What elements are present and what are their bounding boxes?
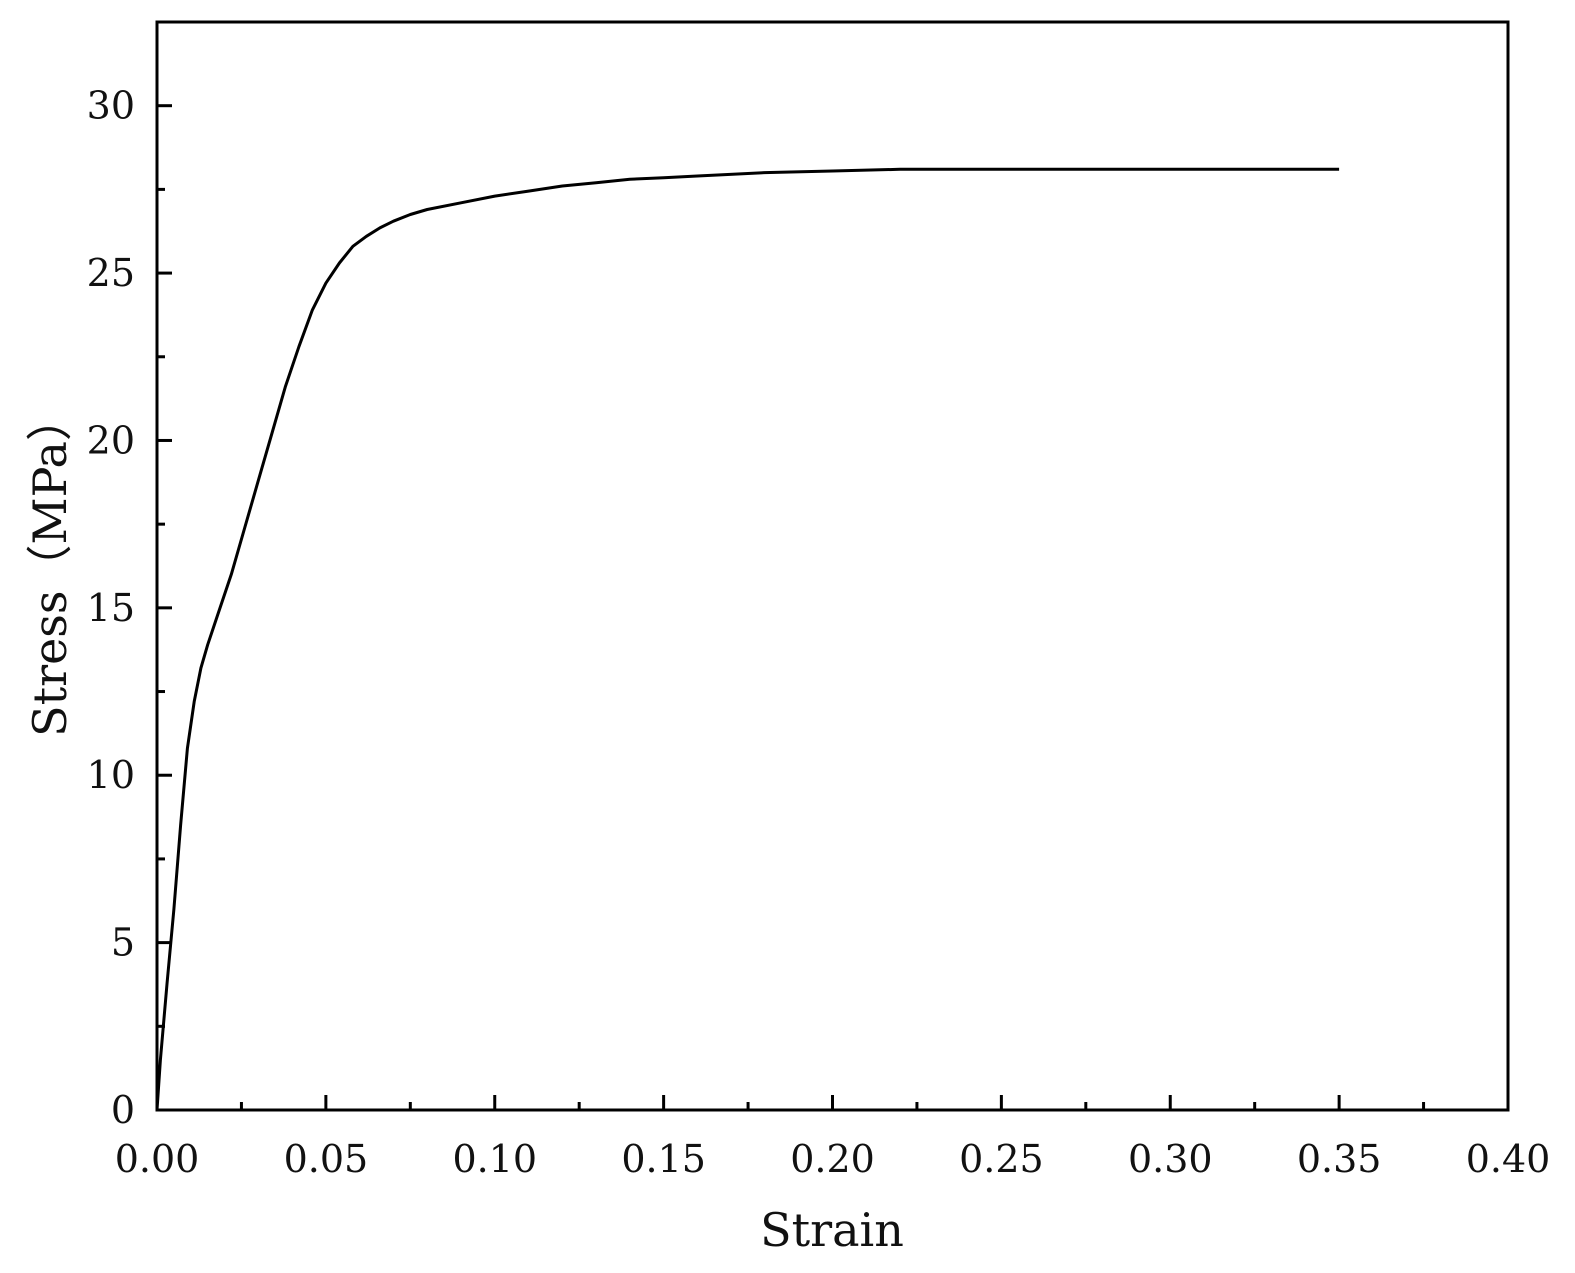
x-tick-label: 0.15 [621,1137,706,1181]
x-tick-label: 0.30 [1128,1137,1213,1181]
x-tick-label: 0.20 [790,1137,875,1181]
y-axis-title: Stress（MPa） [23,395,77,737]
x-axis-ticks [155,1095,1510,1110]
y-tick-label: 0 [111,1088,135,1132]
y-tick-label: 10 [87,753,135,797]
y-tick-label: 30 [87,84,135,128]
y-tick-label: 25 [87,251,135,295]
x-tick-label: 0.00 [115,1137,200,1181]
x-tick-label: 0.10 [452,1137,537,1181]
y-tick-label: 15 [87,586,135,630]
x-tick-label: 0.40 [1466,1137,1551,1181]
y-tick-label: 5 [111,921,135,965]
x-tick-label: 0.35 [1297,1137,1382,1181]
y-axis-tick-labels: 0 5 10 15 20 25 30 [87,84,135,1132]
y-tick-label: 20 [87,418,135,462]
x-tick-label: 0.05 [284,1137,369,1181]
x-axis-tick-labels: 0.00 0.05 0.10 0.15 0.20 0.25 0.30 0.35 0.40 [115,1137,1551,1181]
plot-frame [155,20,1510,1112]
x-axis-title: Strain [760,1203,904,1257]
x-tick-label: 0.25 [959,1137,1044,1181]
stress-strain-curve [155,167,1340,1111]
y-axis-ticks [157,104,172,1112]
